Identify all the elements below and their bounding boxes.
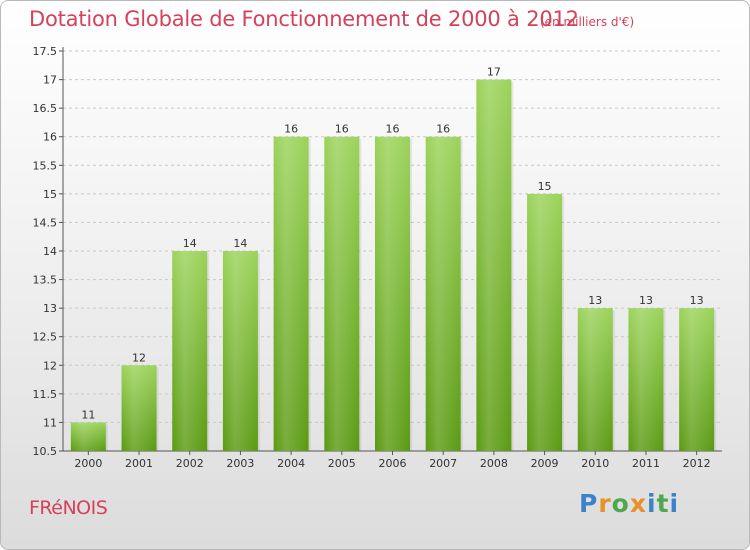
- bar-layer: 11 12 14 14 16 16 16 16 17 15 13 13 13: [70, 66, 717, 452]
- bar-highlight: [375, 136, 410, 451]
- data-label: 16: [335, 123, 349, 136]
- x-tick-label: 2011: [632, 457, 660, 470]
- x-tick-label: 2000: [74, 457, 102, 470]
- data-label: 16: [436, 123, 450, 136]
- x-tick-label: 2012: [683, 457, 711, 470]
- y-tick-label: 14: [43, 245, 57, 258]
- bar-highlight: [273, 136, 309, 451]
- bar-highlight: [577, 308, 613, 451]
- data-label: 16: [386, 123, 400, 136]
- x-tick-label: 2002: [176, 457, 204, 470]
- y-tick-label: 10.5: [33, 445, 58, 458]
- x-tick-label: 2001: [125, 457, 153, 470]
- logo-letter: x: [629, 489, 647, 518]
- y-tick-label: 16.5: [33, 102, 58, 115]
- logo-letter: i: [647, 489, 657, 518]
- bar-highlight: [476, 79, 512, 452]
- y-tick-label: 11.5: [33, 388, 58, 401]
- x-tick-label: 2007: [429, 457, 457, 470]
- y-tick-label: 13.5: [33, 274, 58, 287]
- x-tick-label: 2004: [277, 457, 305, 470]
- proxiti-logo: Proxiti: [579, 489, 679, 518]
- chart-title: Dotation Globale de Fonctionnement de 20…: [29, 7, 579, 31]
- y-tick-label: 14.5: [33, 216, 58, 229]
- data-label: 16: [284, 123, 298, 136]
- x-tick-label: 2009: [531, 457, 559, 470]
- data-label: 13: [639, 294, 653, 307]
- logo-letter: P: [579, 489, 599, 518]
- data-label: 11: [81, 408, 95, 421]
- y-tick-label: 13: [43, 302, 57, 315]
- x-tick-label: 2008: [480, 457, 508, 470]
- x-tick-label: 2005: [328, 457, 356, 470]
- y-tick-label: 11: [43, 416, 57, 429]
- y-tick-label: 15: [43, 188, 57, 201]
- y-tick-label: 17: [43, 74, 57, 87]
- bar-highlight: [425, 136, 461, 451]
- axis-layer: 10.5 11 11.5 12 12.5 13 13.5 14 14.5 15 15.5 16 16.5…: [33, 45, 722, 470]
- bar-highlight: [324, 136, 360, 451]
- y-tick-label: 17.5: [33, 45, 58, 58]
- y-tick-label: 12: [43, 359, 57, 372]
- logo-letter: t: [656, 489, 670, 518]
- data-label: 13: [690, 294, 704, 307]
- bar-highlight: [172, 251, 208, 451]
- logo-letter: o: [611, 489, 630, 518]
- logo-letter: r: [598, 489, 612, 518]
- data-label: 12: [132, 351, 146, 364]
- x-tick-label: 2010: [581, 457, 609, 470]
- y-tick-label: 15.5: [33, 159, 58, 172]
- bar-highlight: [679, 308, 715, 451]
- data-label: 15: [538, 180, 552, 193]
- y-tick-label: 12.5: [33, 331, 58, 344]
- data-label: 13: [588, 294, 602, 307]
- bar-highlight: [70, 422, 106, 451]
- unit-label: (en milliers d'€): [540, 15, 635, 29]
- bar-highlight: [222, 251, 258, 451]
- bar-highlight: [527, 193, 563, 451]
- data-label: 17: [487, 66, 501, 79]
- y-tick-label: 16: [43, 131, 57, 144]
- place-name: FRéNOIS: [29, 497, 108, 519]
- x-tick-label: 2006: [379, 457, 407, 470]
- logo-letter: i: [669, 489, 680, 518]
- x-tick-label: 2003: [226, 457, 254, 470]
- data-label: 14: [233, 237, 247, 250]
- bar-highlight: [628, 308, 664, 451]
- data-label: 14: [183, 237, 197, 250]
- bar-highlight: [121, 365, 157, 451]
